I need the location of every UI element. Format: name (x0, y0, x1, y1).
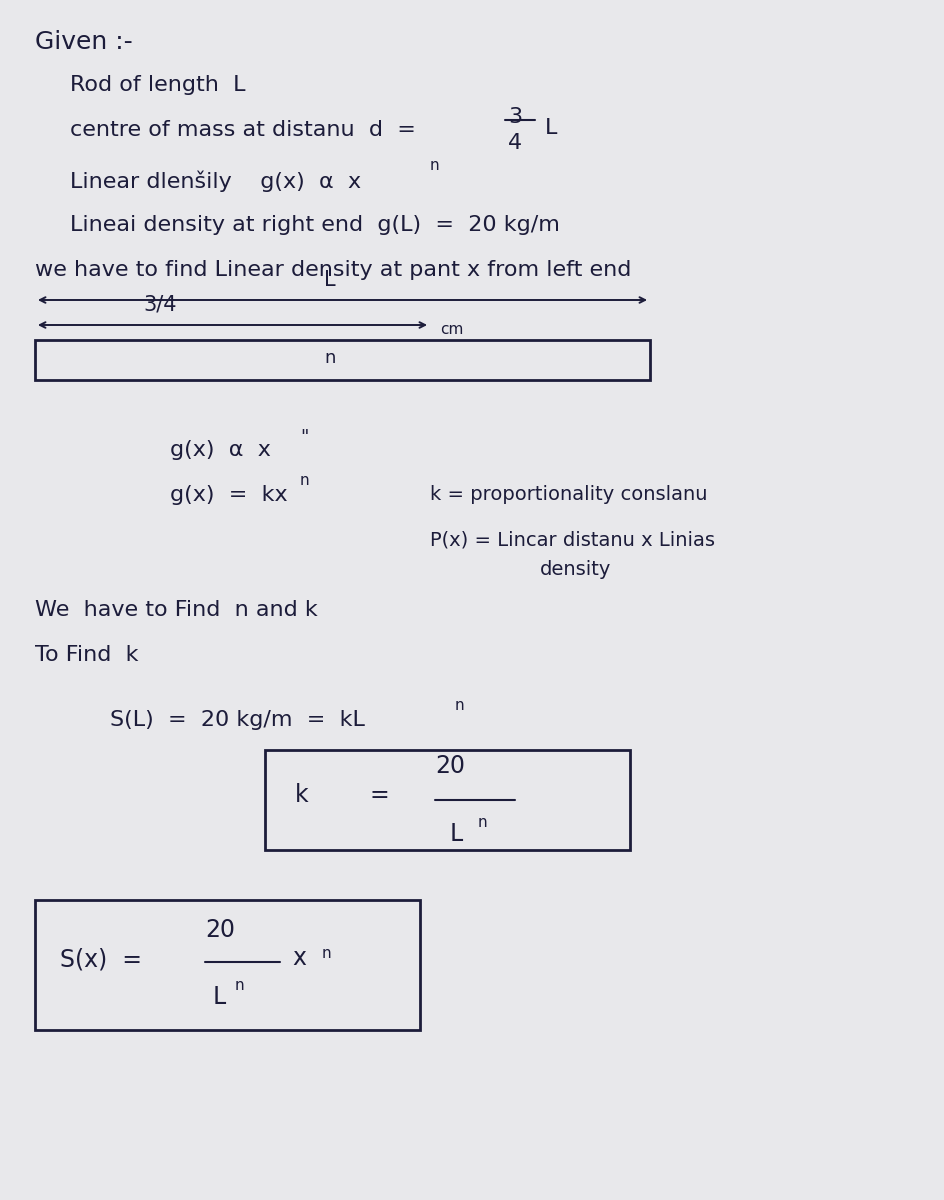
Text: density: density (539, 560, 611, 578)
Text: =: = (370, 782, 389, 806)
Text: k = proportionality conslanu: k = proportionality conslanu (430, 485, 707, 504)
Text: L: L (545, 118, 557, 138)
Text: n: n (299, 473, 310, 488)
Text: 3: 3 (508, 107, 521, 127)
Text: Given :-: Given :- (35, 30, 132, 54)
Text: 20: 20 (434, 754, 464, 778)
Text: g(x)  =  kx: g(x) = kx (170, 485, 287, 505)
Text: centre of mass at distanu  d  =: centre of mass at distanu d = (70, 120, 415, 140)
Text: n: n (235, 978, 244, 994)
Text: We  have to Find  n and k: We have to Find n and k (35, 600, 317, 620)
Text: S(L)  =  20 kg/m  =  kL: S(L) = 20 kg/m = kL (110, 710, 364, 730)
Text: 20: 20 (205, 918, 235, 942)
Text: n: n (478, 815, 487, 830)
Text: L: L (212, 985, 226, 1009)
Text: k: k (295, 782, 309, 806)
Text: 3/4: 3/4 (143, 295, 177, 314)
Text: Lineai density at right end  g(L)  =  20 kg/m: Lineai density at right end g(L) = 20 kg… (70, 215, 559, 235)
Text: S(x)  =: S(x) = (59, 948, 142, 972)
Text: cm: cm (440, 322, 463, 337)
Text: L: L (324, 270, 335, 290)
Text: Rod of length  L: Rod of length L (70, 74, 245, 95)
Text: g(x)  α  x: g(x) α x (170, 440, 271, 460)
Text: n: n (430, 158, 439, 173)
Text: x: x (292, 946, 306, 970)
Text: Linear dlenšily    g(x)  α  x: Linear dlenšily g(x) α x (70, 170, 361, 192)
Text: L: L (449, 822, 463, 846)
Text: n: n (322, 946, 331, 961)
Text: To Find  k: To Find k (35, 646, 139, 665)
Text: we have to find Linear density at pant x from left end: we have to find Linear density at pant x… (35, 260, 631, 280)
Text: P(x) = Lincar distanu x Linias: P(x) = Lincar distanu x Linias (430, 530, 715, 550)
Text: 4: 4 (508, 133, 521, 152)
Text: ": " (299, 428, 308, 446)
Text: n: n (454, 698, 464, 713)
Text: n: n (324, 349, 335, 367)
